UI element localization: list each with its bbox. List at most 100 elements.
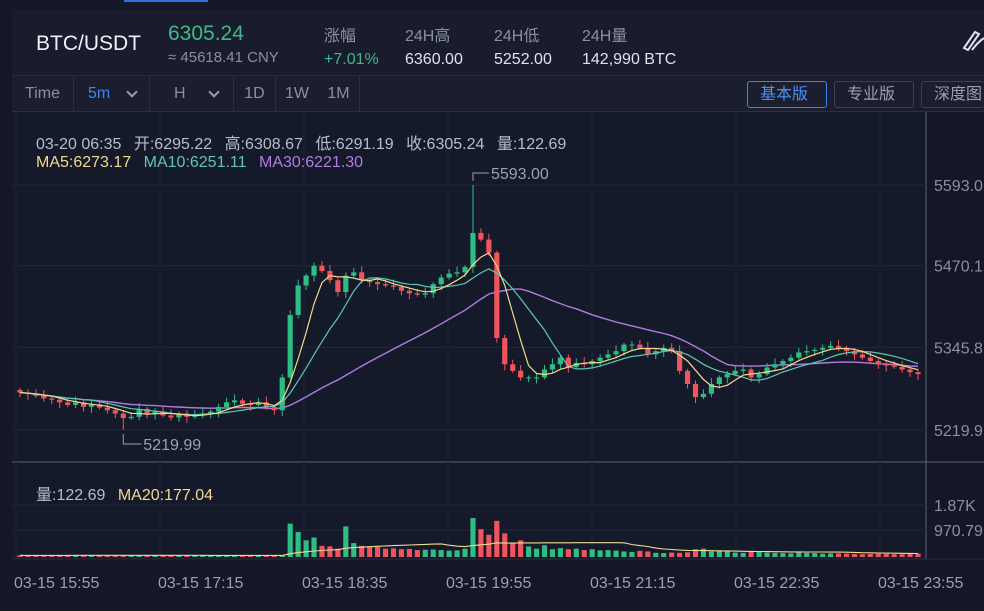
stat-value: 142,990 BTC: [582, 51, 677, 68]
stat-value: 6360.00: [405, 51, 463, 68]
volume-bar: [144, 555, 150, 557]
candle-body: [176, 413, 182, 418]
candle: [780, 359, 786, 369]
max-leader: [472, 172, 489, 181]
candle: [112, 408, 118, 419]
volume-bar: [518, 540, 524, 557]
volume-bar: [438, 550, 444, 557]
hour-select[interactable]: H: [150, 76, 234, 112]
interval-select[interactable]: 5m: [74, 76, 150, 112]
candle-body: [533, 377, 540, 379]
chart-area[interactable]: 5593.0 5470.1 5345.8 5219.9 1.87K 970.79 03-15…: [0, 112, 984, 611]
candle: [526, 375, 532, 382]
volume-bar: [637, 550, 643, 557]
volume-bar: [708, 551, 714, 557]
interval-1w[interactable]: 1W: [285, 85, 309, 102]
volume-bar: [653, 552, 659, 557]
interval-1d[interactable]: 1D: [234, 76, 276, 112]
stat-change: 涨幅 +7.01%: [324, 22, 379, 69]
candle: [843, 345, 850, 356]
volume-bar: [756, 551, 762, 557]
candle: [764, 362, 770, 377]
candle-body: [255, 402, 261, 405]
candle-body: [828, 345, 834, 348]
tab-pro-version[interactable]: 专业版: [834, 81, 914, 108]
tab-depth-chart[interactable]: 深度图: [921, 81, 984, 108]
candle-body: [716, 377, 722, 384]
candle: [502, 334, 508, 371]
chart-labels: 5593.00 5219.99: [122, 166, 549, 454]
candle-body: [486, 239, 492, 253]
ma10-value: MA10:6251.11: [143, 154, 247, 171]
candle: [446, 269, 452, 280]
volume-bar: [692, 549, 699, 557]
volume-bar: [224, 555, 230, 557]
candle: [629, 341, 635, 351]
candle-body: [231, 400, 238, 403]
candle-body: [311, 265, 317, 276]
candle-body: [478, 232, 484, 240]
price-tick-label: 5345.8: [934, 340, 983, 357]
tab-basic-version[interactable]: 基本版: [747, 81, 827, 108]
volume-bar: [605, 550, 611, 557]
candle-body: [764, 367, 770, 375]
candle: [120, 410, 126, 430]
candle-body: [740, 369, 746, 371]
volume-bar: [200, 555, 206, 557]
time-tick-label: 03-15 17:15: [158, 575, 244, 592]
candle-body: [319, 265, 325, 272]
volume-bar: [494, 520, 500, 557]
volume-bar: [645, 551, 651, 557]
time-tick-label: 03-15 15:55: [14, 575, 100, 592]
stat-value: 5252.00: [494, 51, 552, 68]
ohlc-row: 03-20 06:35 开:6295.22 高:6308.67 低:6291.1…: [36, 130, 574, 154]
ma30-series: [19, 288, 919, 410]
candle-body: [835, 345, 842, 348]
candle-body: [343, 275, 349, 293]
candle-body: [502, 338, 508, 365]
last-price: 6305.24: [168, 22, 244, 45]
volume-tick-label: 970.79: [934, 523, 983, 540]
volume-bar: [25, 555, 31, 557]
volume-bar: [430, 549, 436, 557]
min-marker: 5219.99: [122, 433, 201, 454]
candle-body: [406, 290, 412, 294]
candle-body: [136, 408, 142, 417]
volume-bar: [565, 549, 571, 557]
candle: [915, 368, 921, 381]
candle: [136, 403, 142, 421]
candle: [367, 278, 373, 287]
candle-body: [144, 408, 150, 414]
volume-bar: [80, 555, 87, 557]
interval-1m[interactable]: 1M: [318, 76, 360, 112]
time-tick-label: 03-15 19:55: [446, 575, 532, 592]
candle: [708, 378, 714, 398]
volume-bar: [796, 552, 802, 557]
draw-tool-icon[interactable]: [960, 28, 984, 61]
candle: [144, 406, 150, 419]
volume-bar: [390, 548, 397, 557]
volume-bar: [343, 526, 349, 557]
candle-body: [120, 413, 126, 419]
candle-body: [422, 293, 428, 295]
candle-body: [851, 351, 858, 355]
candle: [740, 363, 746, 375]
volume-bar: [398, 549, 405, 557]
trading-pair[interactable]: BTC/USDT: [36, 32, 141, 55]
kline-chart[interactable]: 5593.0 5470.1 5345.8 5219.9 1.87K 970.79 03-15…: [0, 112, 984, 611]
candle-body: [168, 415, 174, 418]
candle-body: [287, 315, 293, 378]
volume-bar: [176, 555, 182, 557]
candle: [541, 364, 548, 380]
candle-body: [541, 369, 548, 378]
candle: [732, 366, 738, 377]
volume-bar: [375, 546, 381, 557]
candle: [796, 347, 802, 360]
candle-body: [49, 398, 55, 400]
stat-high: 24H高 6360.00: [405, 22, 463, 69]
max-label: 5593.00: [491, 166, 549, 183]
volume-bar: [216, 555, 222, 557]
candle: [311, 262, 317, 282]
candle-body: [899, 366, 905, 370]
candle-body: [565, 357, 571, 367]
